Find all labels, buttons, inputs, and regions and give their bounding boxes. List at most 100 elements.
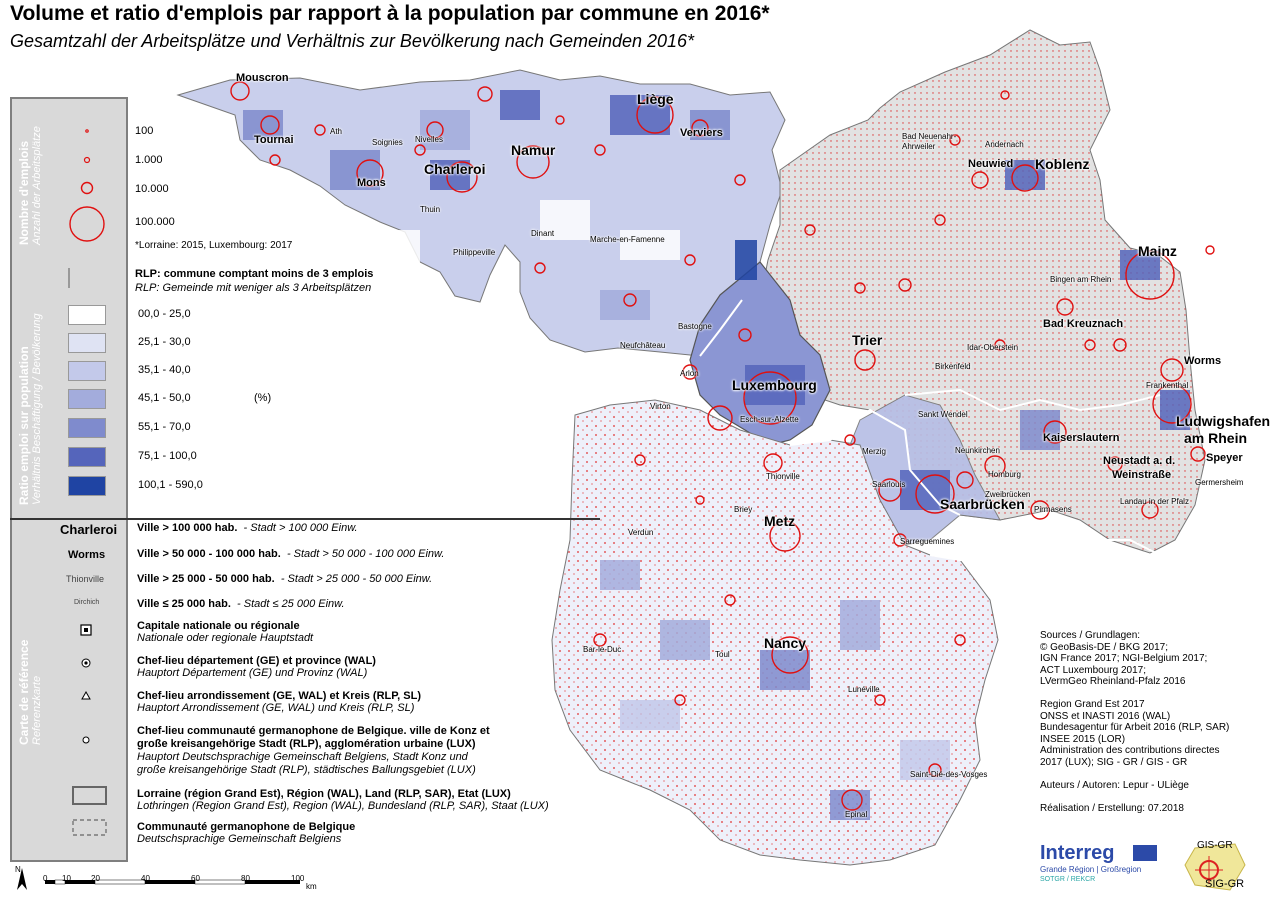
- ratio-swatch-4: [68, 389, 106, 409]
- legend-divider: [10, 518, 600, 520]
- city-label-ahrweiler: Ahrweiler: [902, 142, 936, 151]
- city-class-1: Ville > 100 000 hab. - Stadt > 100 000 E…: [137, 522, 358, 534]
- city-label-sarreguemines: Sarreguemines: [900, 537, 955, 546]
- region-wallonia: [176, 69, 786, 357]
- city-class-2: Ville > 50 000 - 100 000 hab. - Stadt > …: [137, 548, 445, 560]
- city-label-arlon: Arlon: [680, 369, 699, 378]
- city-label-metz: Metz: [764, 513, 796, 529]
- city-label-verviers: Verviers: [680, 127, 723, 139]
- city-label-zweibrucken: Zweibrücken: [985, 490, 1031, 499]
- city-label-koblenz: Koblenz: [1035, 156, 1090, 172]
- city-label-briey: Briey: [734, 505, 753, 514]
- scale-tick-0: 0: [43, 874, 48, 883]
- eu-flag-icon: [1133, 845, 1157, 861]
- sample-city-large: Charleroi: [60, 522, 118, 537]
- city-label-neunkirchen: Neunkirchen: [955, 446, 1000, 455]
- city-label-namur: Namur: [511, 142, 556, 158]
- city-label-bad-kreuznach: Bad Kreuznach: [1043, 318, 1124, 330]
- city-label-verdun: Verdun: [628, 528, 654, 537]
- legend-ratio-title: Ratio emploi sur population Verhältnis B…: [17, 313, 43, 505]
- ratio-label-2: 25,1 - 30,0: [138, 336, 191, 348]
- north-arrow: N: [15, 865, 27, 890]
- employment-size-symbols: [69, 129, 105, 242]
- gis-gr-logo: GIS-GR SIG-GR: [1175, 840, 1250, 895]
- city-label-bad-neuenahr: Bad Neuenahr-: [902, 132, 957, 141]
- scale-tick-40: 40: [141, 874, 150, 883]
- scale-bar: [45, 879, 300, 885]
- city-label-landau: Landau in der Pfalz: [1120, 497, 1189, 506]
- city-label-speyer: Speyer: [1206, 452, 1243, 464]
- interreg-subtitle: Grande Région | Großregion: [1040, 865, 1142, 874]
- symbol-departement: Chef-lieu département (GE) et province (…: [137, 655, 376, 679]
- city-label-soignies: Soignies: [372, 138, 403, 147]
- interreg-logo: Interreg: [1040, 842, 1115, 864]
- city-label-worms: Worms: [1184, 355, 1222, 367]
- city-label-thionville: Thionville: [766, 472, 800, 481]
- sample-city-tiny: Dirchich: [74, 599, 100, 606]
- rlp-label-fr: RLP: commune comptant moins de 3 emplois: [135, 268, 374, 280]
- city-class-4: Ville ≤ 25 000 hab. - Stadt ≤ 25 000 Ein…: [137, 598, 345, 610]
- data-year-note: *Lorraine: 2015, Luxembourg: 2017: [135, 240, 293, 251]
- symbol-capital: Capitale nationale ou régionale Nationale…: [137, 620, 314, 644]
- size-label-10000: 10.000: [135, 183, 169, 195]
- scale-tick-100: 100: [291, 874, 305, 883]
- city-label-pirmasens: Pirmasens: [1034, 505, 1072, 514]
- city-label-esch: Esch-sur-Alzette: [740, 415, 799, 424]
- city-label-ludwigshafen: Ludwigshafen: [1176, 413, 1271, 429]
- symbol-region-border: Lorraine (région Grand Est), Région (WAL…: [137, 788, 549, 812]
- city-label-luxembourg: Luxembourg: [732, 377, 817, 393]
- city-class-3: Ville > 25 000 - 50 000 hab. - Stadt > 2…: [137, 573, 433, 585]
- city-label-luneville: Lunéville: [848, 685, 880, 694]
- legend-reference-title: Carte de référence Referenzkarte: [17, 639, 43, 745]
- city-label-nancy: Nancy: [764, 635, 807, 651]
- city-label-liege: Liège: [637, 91, 674, 107]
- sources-text: Sources / Grundlagen: © GeoBasis-DE / BK…: [1040, 630, 1230, 814]
- ratio-label-1: 00,0 - 25,0: [138, 308, 191, 320]
- symbol-communaute: Chef-lieu communauté germanophone de Bel…: [137, 725, 490, 776]
- city-label-am-rhein: am Rhein: [1184, 430, 1248, 446]
- size-label-100: 100: [135, 125, 154, 137]
- city-label-epinal: Epinal: [845, 810, 868, 819]
- scale-tick-60: 60: [191, 874, 200, 883]
- city-label-dinant: Dinant: [531, 229, 555, 238]
- city-label-nivelles: Nivelles: [415, 135, 444, 144]
- city-label-philippeville: Philippeville: [453, 248, 496, 257]
- ratio-label-7: 100,1 - 590,0: [138, 479, 203, 491]
- city-label-mainz: Mainz: [1138, 243, 1177, 259]
- city-label-birkenfeld: Birkenfeld: [935, 362, 971, 371]
- city-label-frankenthal: Frankenthal: [1146, 381, 1189, 390]
- reference-symbols: [72, 624, 107, 836]
- city-label-marche: Marche-en-Famenne: [590, 235, 665, 244]
- city-label-ath: Ath: [330, 127, 343, 136]
- svg-text:N: N: [15, 865, 21, 874]
- employment-circles: [230, 81, 1215, 811]
- city-label-andernach: Andernach: [985, 140, 1024, 149]
- ratio-unit: (%): [254, 392, 272, 404]
- scale-unit: km: [306, 882, 317, 891]
- city-label-kaiserslautern: Kaiserslautern: [1043, 432, 1120, 444]
- ratio-swatch-3: [68, 361, 106, 381]
- city-label-mons: Mons: [357, 177, 386, 189]
- size-label-1000: 1.000: [135, 154, 163, 166]
- ratio-swatch-5: [68, 418, 106, 438]
- rlp-swatch: [68, 268, 70, 288]
- symbol-germanophone: Communauté germanophone de Belgique Deuts…: [137, 821, 356, 845]
- city-label-merzig: Merzig: [862, 447, 887, 456]
- city-label-neufchateau: Neufchâteau: [620, 341, 666, 350]
- symbol-arrondissement: Chef-lieu arrondissement (GE, WAL) et Kr…: [137, 690, 422, 714]
- city-label-trier: Trier: [852, 332, 883, 348]
- size-label-100000: 100.000: [135, 216, 175, 228]
- title-de: Gesamtzahl der Arbeitsplätze und Verhält…: [10, 31, 695, 51]
- city-label-neuwied: Neuwied: [968, 158, 1014, 170]
- city-label-saint-die: Saint-Dié-des-Vosges: [910, 770, 988, 779]
- ratio-swatch-2: [68, 333, 106, 353]
- interreg-subtitle-2: SOTGR / REKCR: [1040, 876, 1096, 883]
- rlp-label-de: RLP: Gemeinde mit weniger als 3 Arbeitsp…: [135, 282, 372, 294]
- ratio-label-3: 35,1 - 40,0: [138, 364, 191, 376]
- sample-city-small: Thionville: [66, 574, 105, 584]
- city-label-weinstrasse: Weinstraße: [1112, 469, 1172, 481]
- ratio-label-4: 45,1 - 50,0: [138, 392, 191, 404]
- city-label-tournai: Tournai: [254, 134, 294, 146]
- region-rlp: [759, 29, 1206, 554]
